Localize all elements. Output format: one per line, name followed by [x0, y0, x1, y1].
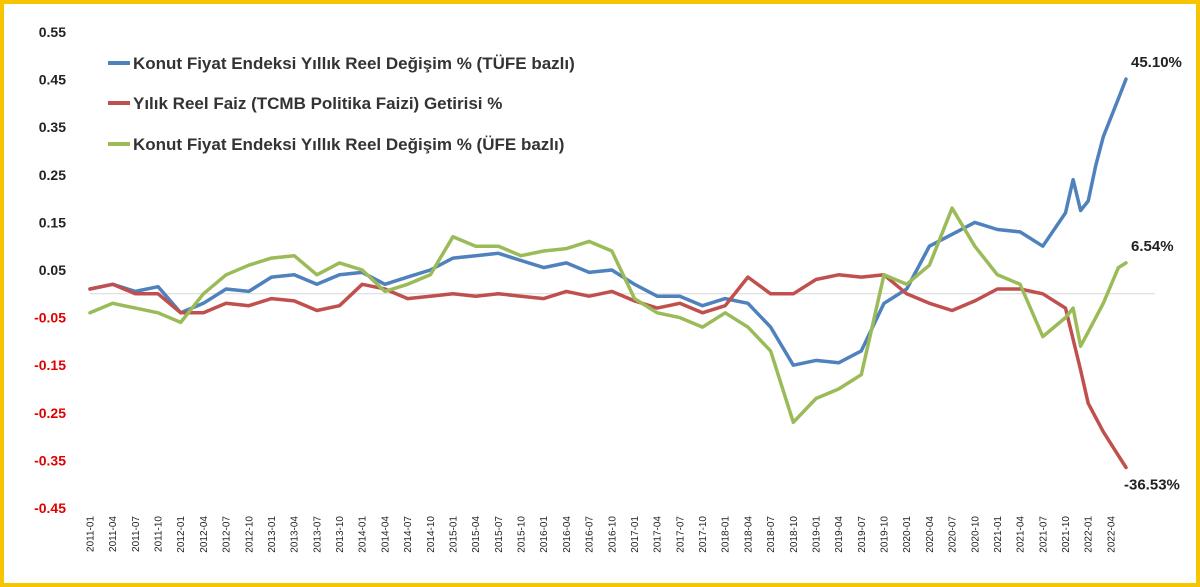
- y-tick-label: 0.05: [39, 262, 66, 278]
- x-tick-label: 2021-07: [1038, 516, 1049, 553]
- x-tick-label: 2017-01: [630, 516, 641, 553]
- x-tick-label: 2016-07: [585, 516, 596, 553]
- x-tick-label: 2015-04: [471, 516, 482, 553]
- x-tick-label: 2016-10: [607, 516, 618, 553]
- x-tick-label: 2011-10: [154, 516, 165, 552]
- y-tick-label: 0.15: [39, 214, 66, 230]
- x-tick-label: 2014-10: [426, 516, 437, 553]
- x-tick-label: 2020-07: [948, 516, 959, 553]
- x-axis-ticks: 2011-01 2011-04 2011-07 2011-10 2012-01 2012-…: [86, 516, 1118, 553]
- x-tick-label: 2011-01: [86, 516, 97, 552]
- x-tick-label: 2014-01: [358, 516, 369, 553]
- x-tick-label: 2019-04: [834, 516, 845, 553]
- legend-label-tufe: Konut Fiyat Endeksi Yıllık Reel Değişim …: [133, 54, 575, 73]
- end-labels: 45.10% -36.53% 6.54%: [1124, 54, 1182, 493]
- y-tick-label: -0.25: [34, 405, 66, 421]
- y-tick-label: -0.15: [34, 357, 66, 373]
- x-tick-label: 2020-01: [902, 516, 913, 553]
- x-tick-label: 2013-07: [312, 516, 323, 553]
- x-tick-label: 2018-10: [789, 516, 800, 553]
- x-tick-label: 2020-10: [970, 516, 981, 553]
- x-tick-label: 2020-04: [925, 516, 936, 553]
- y-tick-label: 0.35: [39, 119, 66, 135]
- x-tick-label: 2017-07: [675, 516, 686, 553]
- x-tick-label: 2021-01: [993, 516, 1004, 553]
- legend-label-ufe: Konut Fiyat Endeksi Yıllık Reel Değişim …: [133, 135, 564, 154]
- x-tick-label: 2014-07: [403, 516, 414, 553]
- x-tick-label: 2017-10: [698, 516, 709, 553]
- x-tick-label: 2019-10: [880, 516, 891, 553]
- legend-label-faiz: Yılık Reel Faiz (TCMB Politika Faizi) Ge…: [133, 94, 502, 113]
- x-tick-label: 2014-04: [380, 516, 391, 553]
- x-tick-label: 2012-04: [199, 516, 210, 553]
- y-tick-label: 0.45: [39, 72, 66, 88]
- x-tick-label: 2018-04: [743, 516, 754, 553]
- x-tick-label: 2015-07: [494, 516, 505, 553]
- x-tick-label: 2022-01: [1084, 516, 1095, 553]
- x-tick-label: 2021-04: [1016, 516, 1027, 553]
- series-line-tufe: [88, 77, 1128, 367]
- end-label-tufe: 45.10%: [1131, 54, 1182, 71]
- x-tick-label: 2012-07: [222, 516, 233, 553]
- x-tick-label: 2012-10: [244, 516, 255, 553]
- x-tick-label: 2022-04: [1106, 516, 1117, 553]
- x-tick-label: 2016-01: [539, 516, 550, 553]
- x-tick-label: 2013-01: [267, 516, 278, 553]
- x-tick-label: 2011-04: [108, 516, 119, 552]
- x-tick-label: 2019-01: [811, 516, 822, 553]
- y-tick-label: 0.55: [39, 24, 66, 40]
- chart-legend: Konut Fiyat Endeksi Yıllık Reel Değişim …: [108, 54, 575, 154]
- y-tick-label: -0.35: [34, 452, 66, 468]
- x-tick-label: 2017-04: [653, 516, 664, 553]
- x-tick-label: 2016-04: [562, 516, 573, 553]
- x-tick-label: 2021-10: [1061, 516, 1072, 553]
- series-line-ufe: [88, 206, 1128, 425]
- x-tick-label: 2013-04: [290, 516, 301, 553]
- x-tick-label: 2019-07: [857, 516, 868, 553]
- end-label-ufe: 6.54%: [1131, 238, 1174, 255]
- y-tick-label: -0.05: [34, 310, 66, 326]
- y-tick-label: 0.25: [39, 167, 66, 183]
- x-tick-label: 2018-01: [721, 516, 732, 553]
- series-line-faiz: [88, 273, 1128, 470]
- x-tick-label: 2018-07: [766, 516, 777, 553]
- x-tick-label: 2015-01: [448, 516, 459, 553]
- x-tick-label: 2011-07: [131, 516, 142, 552]
- series-group: [88, 77, 1128, 470]
- y-axis-ticks: 0.55 0.45 0.35 0.25 0.15 0.05 -0.05 -0.15 -0.25 -…: [34, 24, 66, 516]
- x-tick-label: 2013-10: [335, 516, 346, 553]
- x-tick-label: 2015-10: [517, 516, 528, 553]
- end-label-faiz: -36.53%: [1124, 477, 1180, 494]
- y-tick-label: -0.45: [34, 500, 66, 516]
- x-tick-label: 2012-01: [176, 516, 187, 553]
